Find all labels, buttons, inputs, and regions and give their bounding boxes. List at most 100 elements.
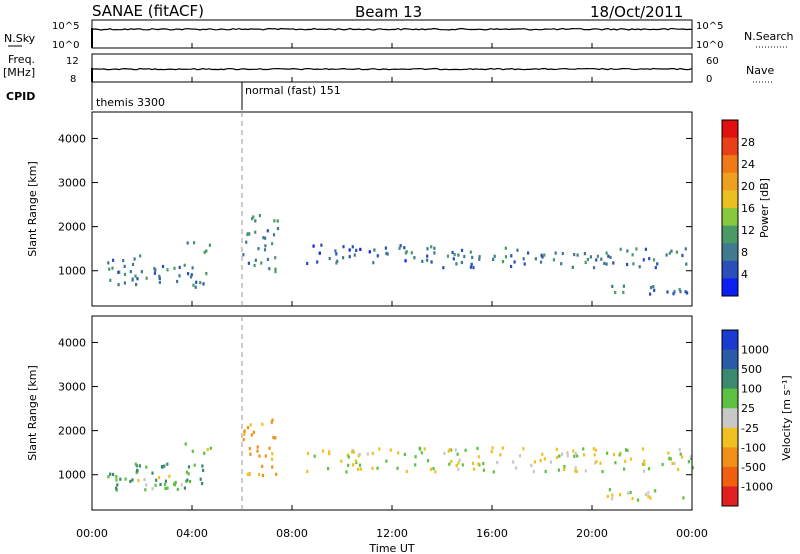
data-cell bbox=[322, 449, 325, 453]
freq-label-2: [MHz] bbox=[3, 66, 35, 79]
data-cell bbox=[512, 460, 515, 464]
data-cell bbox=[686, 291, 689, 295]
data-cell bbox=[199, 281, 202, 285]
velocity-colorbar-tick: -25 bbox=[741, 422, 759, 435]
data-cell bbox=[555, 447, 558, 451]
data-cell bbox=[647, 495, 650, 499]
data-cell bbox=[131, 262, 135, 267]
data-cell bbox=[359, 247, 362, 251]
nsky-label: N.Sky bbox=[4, 32, 36, 45]
data-cell bbox=[523, 262, 526, 266]
data-cell bbox=[433, 246, 436, 250]
data-cell bbox=[594, 461, 597, 465]
data-cell bbox=[268, 267, 271, 271]
data-cell bbox=[461, 463, 464, 467]
data-cell bbox=[187, 472, 190, 476]
power-colorbar-swatch bbox=[722, 120, 738, 139]
data-cell bbox=[626, 262, 629, 267]
data-cell bbox=[242, 253, 245, 257]
data-cell bbox=[144, 488, 147, 492]
data-cell bbox=[669, 457, 672, 461]
data-cell bbox=[589, 255, 592, 259]
data-cell bbox=[271, 452, 274, 456]
data-cell bbox=[261, 464, 264, 468]
data-cell bbox=[652, 258, 656, 262]
data-cell bbox=[258, 472, 261, 476]
data-cell bbox=[678, 447, 681, 452]
data-cell bbox=[137, 478, 140, 483]
data-cell bbox=[552, 258, 555, 262]
data-cell bbox=[405, 469, 408, 474]
data-cell bbox=[681, 253, 684, 258]
data-cell bbox=[203, 451, 206, 455]
freq-trace-line bbox=[91, 67, 693, 71]
data-cell bbox=[254, 219, 257, 223]
data-cell bbox=[261, 422, 264, 426]
data-cell bbox=[335, 252, 338, 256]
data-cell bbox=[263, 248, 267, 252]
data-cell bbox=[673, 461, 676, 465]
data-cell bbox=[527, 251, 530, 255]
data-cell bbox=[206, 447, 209, 452]
data-cell bbox=[151, 487, 154, 491]
data-cell bbox=[189, 480, 192, 484]
data-cell bbox=[476, 446, 479, 451]
data-cell bbox=[256, 449, 259, 453]
data-cell bbox=[353, 253, 356, 257]
data-cell bbox=[202, 282, 205, 286]
data-cell bbox=[595, 460, 598, 464]
data-cell bbox=[561, 452, 564, 456]
data-cell bbox=[477, 462, 480, 466]
data-cell bbox=[533, 460, 536, 464]
data-cell bbox=[352, 463, 355, 467]
data-cell bbox=[421, 259, 424, 263]
data-cell bbox=[446, 254, 450, 258]
data-cell bbox=[482, 468, 485, 472]
nave-tick-top: 60 bbox=[706, 56, 719, 67]
data-cell bbox=[608, 488, 611, 492]
data-cell bbox=[258, 454, 261, 458]
power-ylabel: Slant Range [km] bbox=[26, 161, 39, 257]
data-cell bbox=[670, 249, 673, 253]
data-cell bbox=[158, 274, 161, 278]
data-cell bbox=[434, 470, 437, 474]
power-colorbar-tick: 12 bbox=[741, 224, 755, 237]
velocity-colorbar-swatch bbox=[722, 447, 738, 468]
data-cell bbox=[679, 290, 682, 294]
velocity-ylabel: Slant Range [km] bbox=[26, 365, 39, 461]
data-cell bbox=[306, 261, 309, 266]
data-cell bbox=[320, 243, 323, 247]
data-cell bbox=[271, 465, 274, 469]
data-cell bbox=[442, 266, 445, 270]
data-cell bbox=[378, 447, 381, 451]
data-cell bbox=[413, 256, 416, 260]
data-cell bbox=[636, 498, 640, 502]
data-cell bbox=[631, 496, 634, 501]
data-cell bbox=[675, 250, 678, 254]
data-cell bbox=[490, 450, 493, 454]
data-cell bbox=[136, 277, 139, 281]
data-cell bbox=[418, 446, 421, 450]
data-cell bbox=[563, 467, 566, 471]
data-cell bbox=[471, 255, 474, 259]
data-cell bbox=[594, 448, 597, 452]
data-cell bbox=[654, 489, 657, 493]
date-title: 18/Oct/2011 bbox=[590, 3, 683, 21]
data-cell bbox=[504, 246, 507, 250]
data-cell bbox=[371, 451, 374, 455]
data-cell bbox=[153, 271, 156, 275]
data-cell bbox=[342, 256, 345, 260]
data-cell bbox=[145, 276, 148, 280]
data-cell bbox=[469, 250, 472, 254]
velocity-colorbar-tick: 25 bbox=[741, 402, 755, 415]
data-cell bbox=[274, 436, 277, 440]
data-cell bbox=[629, 457, 633, 461]
data-cell bbox=[426, 254, 429, 258]
data-cell bbox=[122, 259, 125, 263]
data-cell bbox=[140, 270, 143, 274]
data-cell bbox=[112, 258, 115, 262]
data-cell bbox=[187, 272, 190, 276]
data-cell bbox=[609, 255, 612, 259]
data-cell bbox=[201, 464, 204, 468]
